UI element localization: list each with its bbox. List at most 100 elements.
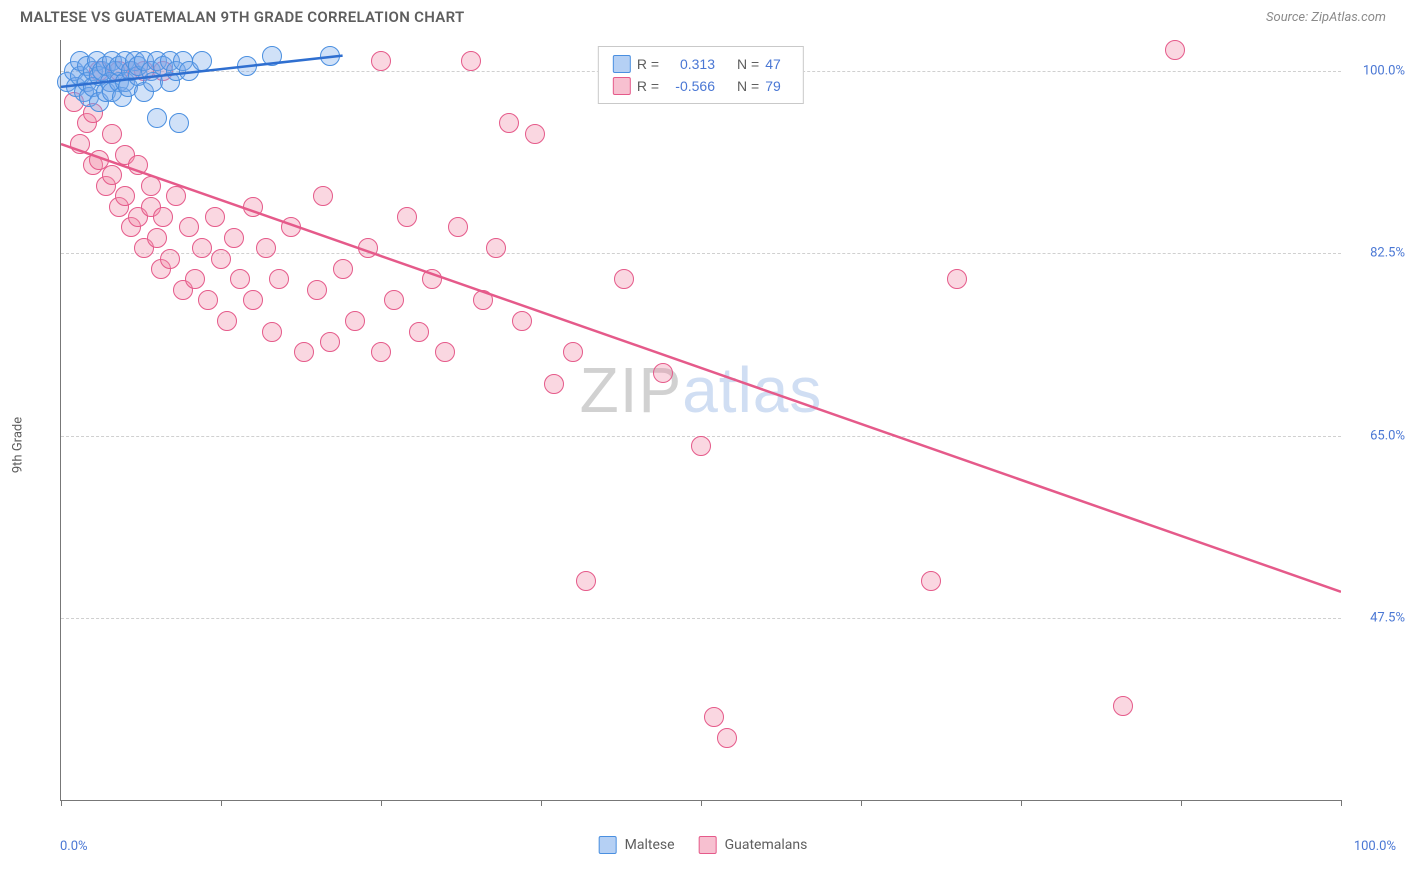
correlation-legend: R = 0.313 N = 47 R = -0.566 N = 79 (598, 46, 804, 104)
legend-label: Guatemalans (725, 837, 808, 853)
y-tick-label: 100.0% (1349, 64, 1405, 79)
maltese-point (320, 46, 340, 66)
guatemalans-point (371, 51, 391, 71)
guatemalans-point (320, 332, 340, 352)
x-tick (1181, 800, 1182, 806)
guatemalans-point (448, 217, 468, 237)
series-legend: Maltese Guatemalans (599, 836, 808, 854)
maltese-r-value: 0.313 (665, 53, 715, 75)
guatemalans-trendline (61, 40, 1341, 800)
guatemalans-point (185, 269, 205, 289)
guatemalans-point (947, 269, 967, 289)
guatemalans-point (473, 290, 493, 310)
guatemalans-point (243, 197, 263, 217)
guatemalans-point (160, 249, 180, 269)
guatemalans-point (691, 436, 711, 456)
guatemalans-point (461, 51, 481, 71)
legend-label: Maltese (625, 837, 675, 853)
guatemalans-point (192, 238, 212, 258)
guatemalans-point (653, 363, 673, 383)
watermark: ZIPatlas (580, 353, 823, 427)
maltese-point (237, 56, 257, 76)
guatemalans-point (563, 342, 583, 362)
guatemalans-point (704, 707, 724, 727)
maltese-point (262, 46, 282, 66)
plot-region: ZIPatlas R = 0.313 N = 47 R = -0.566 N =… (60, 40, 1341, 801)
guatemalans-point (262, 322, 282, 342)
guatemalans-point (525, 124, 545, 144)
guatemalans-point (102, 165, 122, 185)
x-tick (701, 800, 702, 806)
x-tick (861, 800, 862, 806)
guatemalans-point (512, 311, 532, 331)
gridline (61, 618, 1341, 619)
guatemalans-swatch-icon (613, 77, 631, 95)
guatemalans-point (499, 113, 519, 133)
legend-row-maltese: R = 0.313 N = 47 (613, 53, 789, 75)
guatemalans-point (614, 269, 634, 289)
y-axis-label: 9th Grade (11, 417, 26, 473)
r-label: R = (637, 75, 659, 97)
guatemalans-point (371, 342, 391, 362)
x-tick (541, 800, 542, 806)
guatemalans-point (256, 238, 276, 258)
y-tick-label: 82.5% (1349, 246, 1405, 261)
guatemalans-r-value: -0.566 (665, 75, 715, 97)
guatemalans-point (153, 207, 173, 227)
y-tick-label: 47.5% (1349, 610, 1405, 625)
guatemalans-point (544, 374, 564, 394)
guatemalans-point (294, 342, 314, 362)
guatemalans-point (198, 290, 218, 310)
maltese-point (192, 51, 212, 71)
x-tick (221, 800, 222, 806)
maltese-n-value: 47 (765, 53, 789, 75)
r-label: R = (637, 53, 659, 75)
maltese-point (147, 108, 167, 128)
guatemalans-point (230, 269, 250, 289)
guatemalans-point (313, 186, 333, 206)
guatemalans-point (217, 311, 237, 331)
guatemalans-point (205, 207, 225, 227)
guatemalans-point (717, 728, 737, 748)
x-axis-max-label: 100.0% (1354, 839, 1396, 854)
guatemalans-point (307, 280, 327, 300)
guatemalans-point (333, 259, 353, 279)
guatemalans-point (147, 228, 167, 248)
x-tick (61, 800, 62, 806)
guatemalans-point (435, 342, 455, 362)
chart-title: MALTESE VS GUATEMALAN 9TH GRADE CORRELAT… (20, 8, 465, 26)
gridline (61, 253, 1341, 254)
guatemalans-point (1113, 696, 1133, 716)
guatemalans-point (211, 249, 231, 269)
guatemalans-point (281, 217, 301, 237)
chart-header: MALTESE VS GUATEMALAN 9TH GRADE CORRELAT… (0, 0, 1406, 30)
guatemalans-point (345, 311, 365, 331)
guatemalans-point (1165, 40, 1185, 60)
guatemalans-n-value: 79 (765, 75, 789, 97)
guatemalans-swatch-icon (699, 836, 717, 854)
source-label: Source: ZipAtlas.com (1266, 10, 1386, 25)
watermark-atlas: atlas (682, 354, 822, 426)
x-axis-min-label: 0.0% (60, 839, 88, 854)
x-tick (1021, 800, 1022, 806)
guatemalans-point (243, 290, 263, 310)
y-tick-label: 65.0% (1349, 428, 1405, 443)
guatemalans-point (921, 571, 941, 591)
guatemalans-point (576, 571, 596, 591)
guatemalans-point (128, 155, 148, 175)
guatemalans-point (269, 269, 289, 289)
chart-area: 9th Grade ZIPatlas R = 0.313 N = 47 R = … (10, 30, 1396, 860)
guatemalans-point (384, 290, 404, 310)
guatemalans-point (224, 228, 244, 248)
guatemalans-point (409, 322, 429, 342)
guatemalans-point (102, 124, 122, 144)
guatemalans-point (486, 238, 506, 258)
n-label: N = (737, 53, 759, 75)
maltese-trendline (61, 40, 1341, 800)
maltese-swatch-icon (613, 55, 631, 73)
guatemalans-point (141, 176, 161, 196)
guatemalans-point (115, 186, 135, 206)
guatemalans-point (166, 186, 186, 206)
maltese-swatch-icon (599, 836, 617, 854)
guatemalans-point (422, 269, 442, 289)
